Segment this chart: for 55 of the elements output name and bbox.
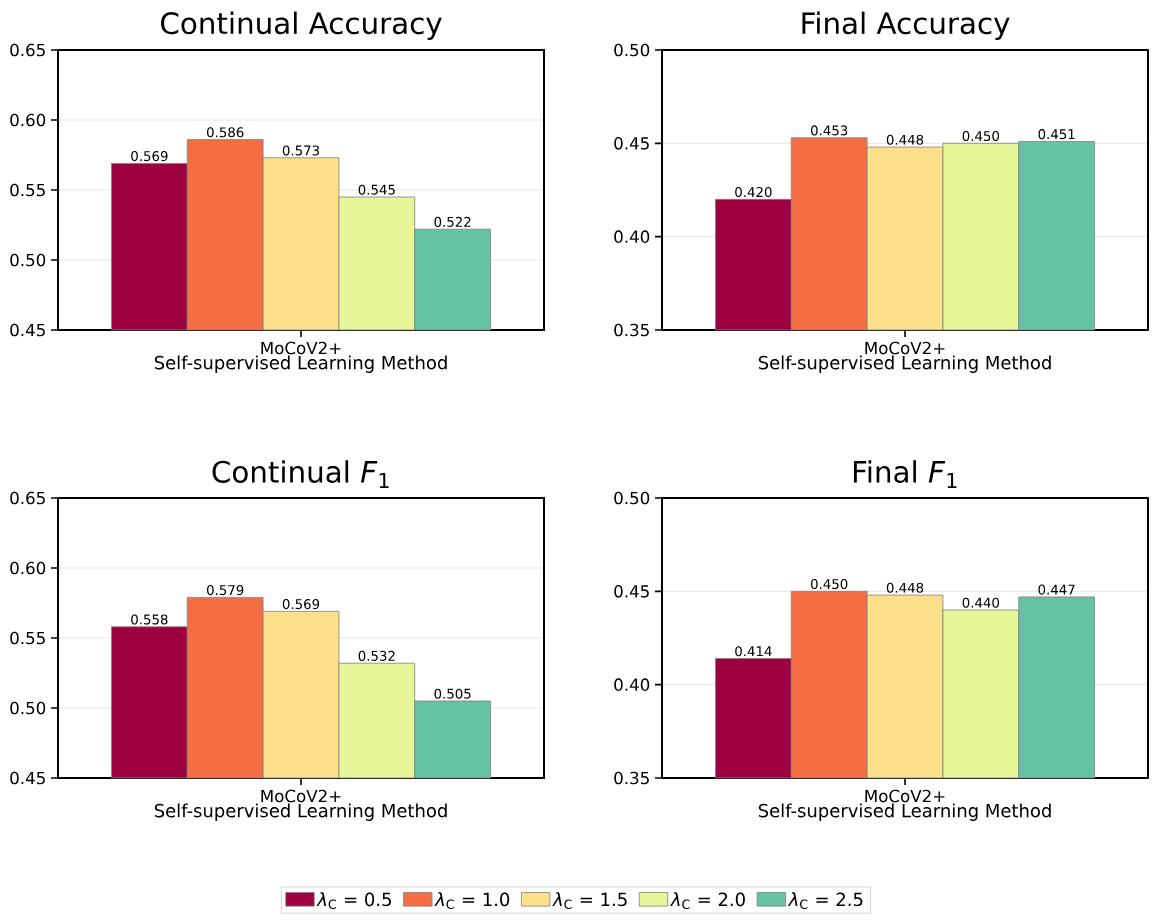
data-label: 0.505	[434, 688, 471, 699]
y-tick-label: 0.60	[10, 113, 46, 127]
data-label: 0.450	[810, 578, 848, 590]
legend-label: λ$_{C}$ = 2.0	[670, 892, 745, 909]
data-label: 0.453	[810, 125, 848, 136]
data-label: 0.532	[358, 650, 395, 661]
chart-title: Continual Accuracy	[161, 11, 442, 40]
y-tick-label: 0.45	[10, 771, 45, 785]
data-label: 0.586	[206, 127, 244, 138]
y-tick-label: 0.40	[614, 678, 650, 691]
chart-title: Final Accuracy	[802, 11, 1010, 40]
data-label: 0.448	[886, 134, 924, 145]
data-label: 0.420	[735, 186, 772, 198]
y-tick-label: 0.35	[614, 771, 649, 785]
legend-label: λ$_{C}$ = 0.5	[316, 892, 391, 909]
data-label: 0.569	[282, 599, 320, 610]
data-label: 0.450	[962, 130, 1000, 142]
data-label: 0.558	[131, 614, 168, 625]
data-label: 0.569	[131, 151, 168, 162]
x-tick-label: MoCoV2+	[261, 341, 341, 355]
y-tick-label: 0.50	[10, 253, 46, 267]
y-tick-label: 0.50	[614, 43, 650, 57]
y-tick-label: 0.60	[10, 561, 46, 575]
legend-label: λ$_{C}$ = 1.0	[434, 892, 510, 909]
y-tick-label: 0.45	[614, 137, 649, 150]
chart-title: Final F$_{1}$	[853, 460, 957, 488]
data-label: 0.545	[358, 184, 395, 195]
y-tick-label: 0.65	[10, 491, 45, 505]
data-label: 0.579	[206, 585, 244, 596]
legend-label: λ$_{C}$ = 1.5	[552, 892, 627, 909]
y-tick-label: 0.40	[614, 230, 650, 243]
y-tick-label: 0.50	[10, 701, 46, 715]
y-tick-label: 0.35	[614, 323, 649, 337]
data-label: 0.448	[886, 582, 924, 593]
x-axis-title: Self-supervised Learning Method	[154, 355, 447, 373]
x-axis-title: Self-supervised Learning Method	[758, 803, 1051, 821]
data-label: 0.414	[735, 646, 772, 657]
y-tick-label: 0.45	[10, 323, 45, 337]
chart-title: Continual F$_{1}$	[212, 460, 389, 488]
x-axis-title: Self-supervised Learning Method	[758, 355, 1051, 373]
data-label: 0.522	[434, 216, 471, 227]
x-axis-title: Self-supervised Learning Method	[154, 803, 447, 821]
y-tick-label: 0.55	[10, 631, 45, 645]
data-label: 0.451	[1038, 129, 1075, 140]
y-tick-label: 0.45	[614, 585, 649, 598]
data-label: 0.573	[282, 145, 320, 156]
data-label: 0.447	[1038, 584, 1075, 595]
legend-label: λ$_{C}$ = 2.5	[787, 892, 863, 909]
x-tick-label: MoCoV2+	[865, 789, 945, 803]
x-tick-label: MoCoV2+	[865, 341, 945, 355]
y-tick-label: 0.50	[614, 491, 650, 505]
y-tick-label: 0.55	[10, 183, 45, 197]
x-tick-label: MoCoV2+	[261, 789, 341, 803]
data-label: 0.440	[962, 597, 1000, 608]
y-tick-label: 0.65	[10, 43, 45, 57]
